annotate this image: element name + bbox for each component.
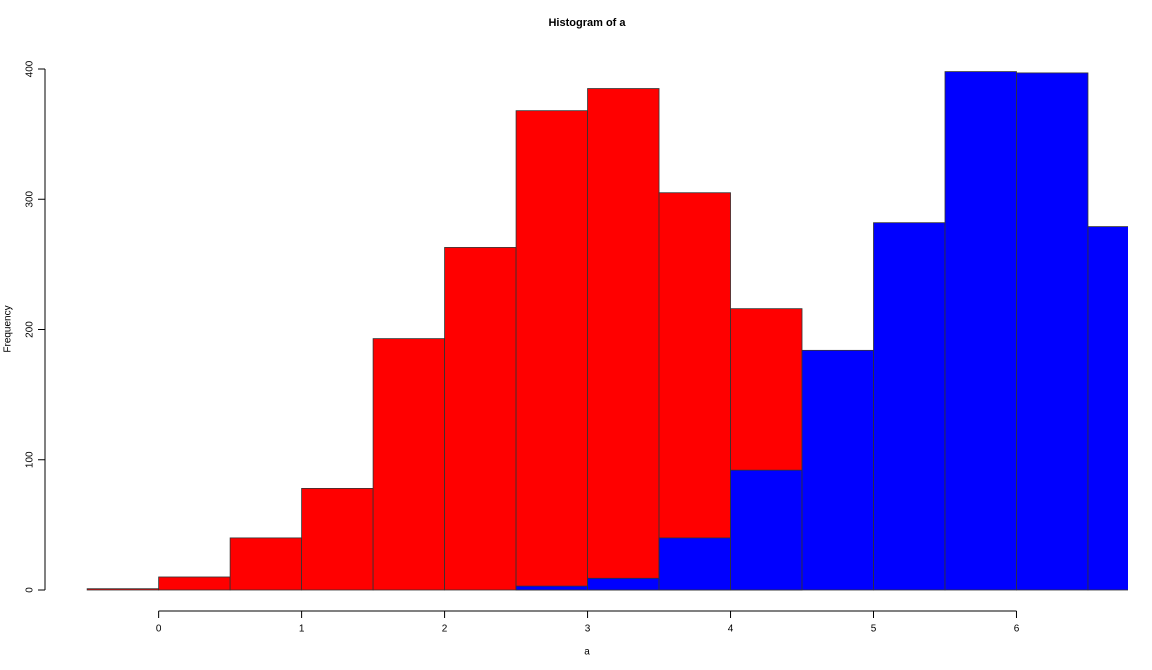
x-tick-label: 0	[156, 624, 162, 635]
x-tick-label: 2	[442, 624, 448, 635]
y-tick-label: 200	[25, 321, 36, 338]
bar	[301, 488, 374, 591]
bar	[587, 577, 660, 591]
bar	[158, 576, 231, 591]
chart-title: Histogram of a	[548, 17, 626, 29]
y-tick-label: 100	[25, 451, 36, 468]
bar	[515, 110, 588, 591]
bar	[444, 247, 517, 591]
x-tick-label: 1	[299, 624, 305, 635]
bar	[730, 469, 803, 591]
bar	[801, 349, 874, 591]
y-axis-label: Frequency	[3, 305, 14, 352]
x-tick-label: 3	[585, 624, 591, 635]
bar	[1087, 226, 1128, 591]
x-axis-label: a	[584, 647, 590, 658]
y-tick-label: 300	[25, 190, 36, 207]
x-tick-label: 5	[871, 624, 877, 635]
bar	[944, 71, 1017, 591]
x-tick-label: 6	[1014, 624, 1020, 635]
bar	[86, 588, 160, 591]
bar	[372, 338, 445, 591]
y-tick-label: 400	[25, 60, 36, 77]
bar	[1016, 72, 1089, 591]
bar	[515, 585, 588, 591]
bar	[229, 537, 303, 591]
bar	[658, 537, 731, 591]
y-tick-label: 0	[25, 587, 36, 593]
bar	[587, 88, 660, 591]
plot-area	[86, 71, 1128, 591]
x-tick-label: 4	[728, 624, 734, 635]
bar	[658, 192, 731, 591]
bar	[873, 222, 946, 591]
